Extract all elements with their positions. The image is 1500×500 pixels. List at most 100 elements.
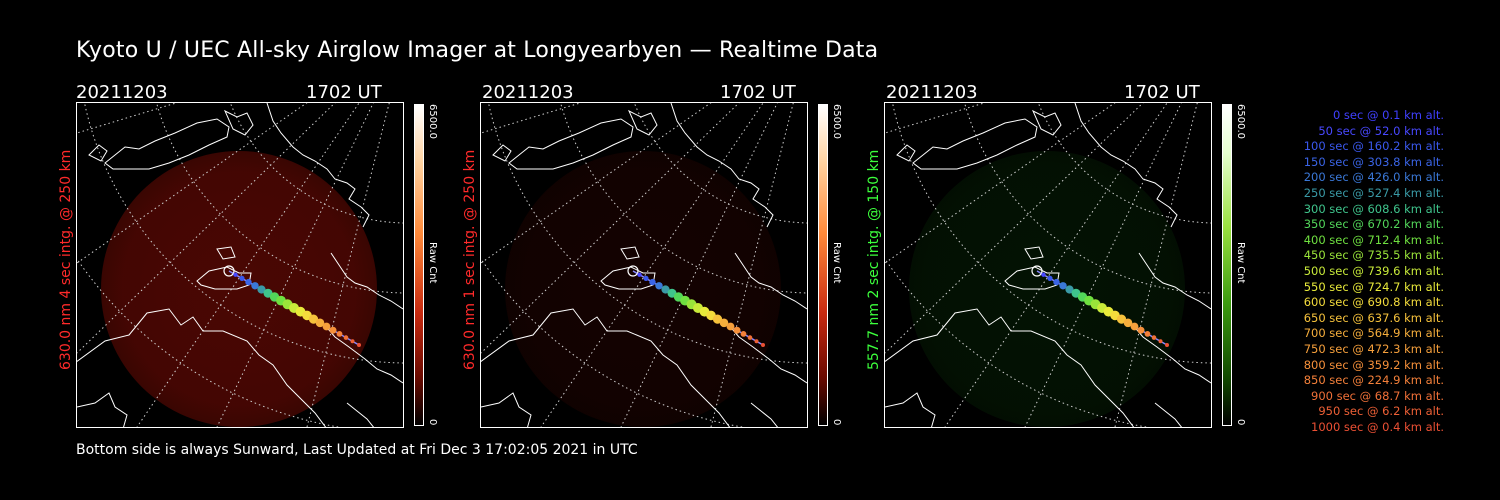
legend-row: 350 sec @ 670.2 km alt.	[1303, 217, 1444, 232]
panel-1-cbar-min: 0	[427, 419, 438, 426]
trajectory-marker	[637, 272, 642, 277]
coastline	[1074, 103, 1178, 228]
longitude-line	[1024, 103, 1182, 427]
coastline	[885, 308, 1135, 427]
panel-1-date: 20211203	[76, 82, 168, 103]
coastline	[481, 308, 731, 427]
coastline	[322, 322, 403, 384]
trajectory-marker	[1053, 278, 1060, 286]
trajectory-marker	[649, 278, 656, 286]
trajectory-marker	[712, 314, 723, 324]
trajectory-marker	[754, 339, 759, 344]
trajectory-marker	[245, 278, 252, 286]
trajectory-marker	[1158, 339, 1163, 344]
trajectory-marker	[726, 322, 735, 331]
coastline	[750, 402, 779, 427]
coastline	[481, 392, 532, 427]
coastline	[734, 252, 807, 310]
trajectory-marker	[1137, 326, 1145, 334]
trajectory-marker	[329, 326, 337, 334]
legend-row: 300 sec @ 608.6 km alt.	[1303, 201, 1444, 216]
trajectory-marker	[1123, 318, 1133, 328]
trajectory-marker	[1116, 314, 1127, 324]
legend-row: 250 sec @ 527.4 km alt.	[1303, 185, 1444, 200]
longitude-line	[885, 103, 1144, 354]
panel-1-image	[76, 102, 404, 428]
longitude-line	[481, 103, 582, 134]
trajectory-marker	[343, 335, 349, 340]
coastline	[77, 308, 327, 427]
legend-row: 600 sec @ 690.8 km alt.	[1303, 295, 1444, 310]
coastline	[726, 322, 807, 384]
longitude-line	[306, 103, 390, 427]
legend-row: 0 sec @ 0.1 km alt.	[1332, 108, 1444, 122]
coastline	[330, 252, 403, 310]
trajectory-marker	[308, 314, 319, 324]
panel-3-cbar-min: 0	[1235, 419, 1246, 426]
trajectory-marker	[661, 285, 670, 294]
panel-1-colorbar	[414, 104, 424, 426]
longitude-line	[481, 103, 740, 354]
legend-row: 500 sec @ 739.6 km alt.	[1303, 263, 1444, 278]
legend-row: 400 sec @ 712.4 km alt.	[1303, 232, 1444, 247]
trajectory-marker	[747, 335, 753, 340]
panel-2-colorbar	[818, 104, 828, 426]
trajectory-marker	[1130, 322, 1139, 331]
trajectory-marker	[223, 265, 235, 277]
coastline	[1031, 109, 1062, 136]
trajectory-marker	[1065, 285, 1074, 294]
coastline	[600, 266, 656, 290]
coastline	[670, 103, 774, 228]
coastline	[885, 392, 936, 427]
panel-3-time: 1702 UT	[1124, 82, 1200, 103]
panel-1-cbar-max: 6500.0	[427, 104, 438, 139]
coastline	[912, 118, 1038, 170]
coastline	[1138, 252, 1211, 310]
legend-row: 150 sec @ 303.8 km alt.	[1303, 154, 1444, 169]
coastline	[508, 118, 634, 170]
legend-row: 650 sec @ 637.6 km alt.	[1303, 310, 1444, 325]
longitude-line	[77, 103, 336, 354]
coastline	[346, 402, 375, 427]
panel-3-ylabel: 557.7 nm 2 sec intg. @ 150 km	[866, 149, 882, 370]
longitude-line	[136, 103, 360, 427]
trajectory-marker	[336, 331, 343, 337]
trajectory-marker	[1165, 343, 1169, 347]
trajectory-marker	[233, 272, 238, 277]
longitude-line	[216, 103, 374, 427]
trajectory-marker	[1059, 282, 1067, 290]
panel-2-date: 20211203	[482, 82, 574, 103]
panel-2-time: 1702 UT	[720, 82, 796, 103]
panel-3-colorbar	[1222, 104, 1232, 426]
legend-row: 550 sec @ 724.7 km alt.	[1303, 279, 1444, 294]
legend-row: 200 sec @ 426.0 km alt.	[1303, 170, 1444, 185]
coastline	[88, 144, 108, 162]
trajectory-marker	[315, 318, 325, 328]
panel-2-cbar-max: 6500.0	[831, 104, 842, 139]
trajectory-marker	[322, 322, 331, 331]
coastline	[1024, 246, 1044, 260]
trajectory-marker	[257, 285, 266, 294]
legend-row: 850 sec @ 224.9 km alt.	[1303, 373, 1444, 388]
page-title: Kyoto U / UEC All-sky Airglow Imager at …	[76, 38, 879, 63]
panel-2-cbar-min: 0	[831, 419, 842, 426]
legend-row: 50 sec @ 52.0 km alt.	[1318, 123, 1444, 138]
trajectory-marker	[761, 343, 765, 347]
trajectory-marker	[643, 275, 649, 281]
legend-row: 750 sec @ 472.3 km alt.	[1303, 341, 1444, 356]
coastline	[77, 392, 128, 427]
trajectory-marker	[350, 339, 355, 344]
panel-1-cbar-label: Raw Cnt	[427, 242, 438, 284]
coastline	[216, 246, 236, 260]
trajectory-marker	[1151, 335, 1157, 340]
coastline	[1130, 322, 1211, 384]
coastline	[620, 246, 640, 260]
legend-row: 450 sec @ 735.5 km alt.	[1303, 248, 1444, 263]
airglow-disk	[101, 151, 377, 427]
trajectory-marker	[1041, 272, 1046, 277]
longitude-line	[620, 103, 778, 427]
panel-2-cbar-label: Raw Cnt	[831, 242, 842, 284]
trajectory-marker	[251, 282, 259, 290]
airglow-disk	[505, 151, 781, 427]
legend-row: 800 sec @ 359.2 km alt.	[1303, 357, 1444, 372]
